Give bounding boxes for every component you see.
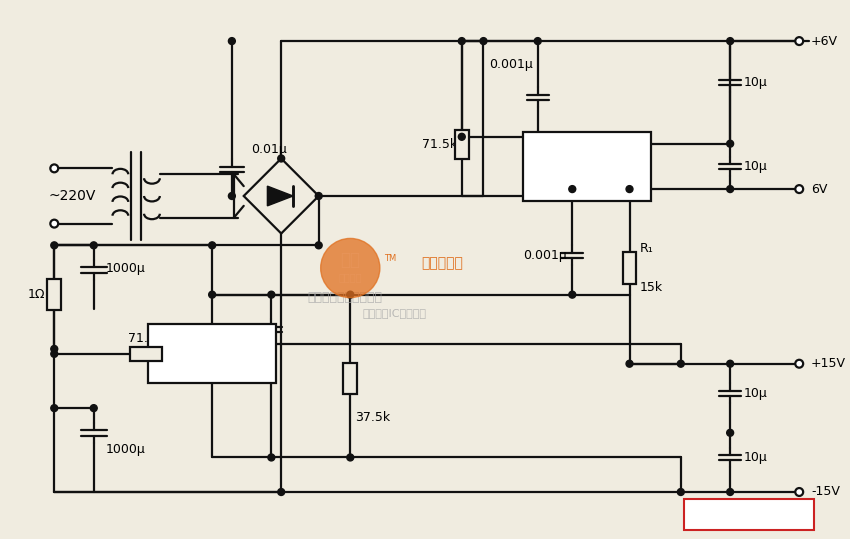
Circle shape [458, 133, 465, 140]
Text: jiexiantu®.com: jiexiantu®.com [706, 517, 781, 528]
Text: 1000μ: 1000μ [105, 443, 145, 456]
Circle shape [51, 345, 58, 353]
Circle shape [229, 192, 235, 199]
Bar [455, 130, 468, 160]
Text: 0.001μ: 0.001μ [524, 248, 567, 262]
Circle shape [480, 38, 487, 45]
Circle shape [209, 291, 216, 298]
Text: 电子市场: 电子市场 [338, 272, 362, 282]
Text: 6V: 6V [811, 183, 827, 196]
Circle shape [320, 238, 380, 298]
Text: 10μ: 10μ [744, 160, 768, 173]
Bar [683, 499, 814, 530]
Circle shape [535, 38, 541, 45]
Circle shape [90, 405, 97, 412]
Text: 71.5k: 71.5k [128, 331, 163, 344]
Text: -15V: -15V [811, 486, 840, 499]
Text: RC4194D: RC4194D [548, 159, 626, 174]
Text: RC4194TK: RC4194TK [168, 347, 256, 361]
Circle shape [796, 37, 803, 45]
Circle shape [278, 488, 285, 495]
Circle shape [50, 164, 58, 172]
Circle shape [796, 185, 803, 193]
Circle shape [268, 454, 275, 461]
Text: +15V: +15V [811, 357, 846, 370]
Circle shape [315, 242, 322, 249]
Text: 1000μ: 1000μ [105, 261, 145, 274]
Text: .com: .com [761, 502, 795, 516]
Circle shape [796, 360, 803, 368]
Circle shape [268, 291, 275, 298]
Circle shape [315, 192, 322, 199]
Circle shape [626, 185, 633, 192]
Circle shape [51, 350, 58, 357]
Circle shape [727, 185, 734, 192]
Text: 接线图: 接线图 [706, 500, 736, 518]
Bar [130, 347, 162, 361]
Text: 全球最大IC采购网站: 全球最大IC采购网站 [363, 308, 427, 319]
Circle shape [347, 454, 354, 461]
Circle shape [50, 220, 58, 227]
Text: 37.5k: 37.5k [355, 411, 390, 425]
Bar [622, 252, 637, 284]
Circle shape [51, 242, 58, 249]
Circle shape [278, 155, 285, 162]
Circle shape [229, 38, 235, 45]
Circle shape [677, 360, 684, 367]
Circle shape [51, 405, 58, 412]
Circle shape [569, 185, 575, 192]
Text: 71.5k: 71.5k [422, 138, 456, 151]
Circle shape [727, 38, 734, 45]
Text: 10μ: 10μ [744, 387, 768, 400]
Text: 0.01μ: 0.01μ [252, 143, 287, 156]
Text: ~220V: ~220V [48, 189, 96, 203]
Circle shape [727, 430, 734, 436]
Circle shape [626, 360, 633, 367]
Text: R₁: R₁ [639, 242, 653, 255]
Text: 10μ: 10μ [744, 451, 768, 464]
Text: 10μ: 10μ [744, 76, 768, 89]
Bar [148, 324, 276, 383]
Text: 15k: 15k [639, 281, 662, 294]
Circle shape [677, 488, 684, 495]
Text: TM: TM [383, 254, 396, 262]
Polygon shape [268, 186, 293, 206]
Circle shape [347, 291, 354, 298]
Circle shape [727, 140, 734, 147]
Bar [523, 132, 651, 201]
Circle shape [90, 242, 97, 249]
Circle shape [727, 360, 734, 367]
Text: 0.001μ: 0.001μ [489, 58, 533, 71]
Circle shape [458, 38, 465, 45]
Circle shape [796, 488, 803, 496]
Circle shape [209, 242, 216, 249]
Text: 0.001μ: 0.001μ [188, 323, 232, 336]
Bar [343, 363, 357, 395]
Bar [48, 279, 61, 310]
Text: 1Ω: 1Ω [28, 288, 45, 301]
Circle shape [569, 291, 575, 298]
Text: 维库: 维库 [340, 251, 360, 269]
Text: 电子市场网: 电子市场网 [421, 256, 463, 270]
Text: 杭州综睿科技有限公司: 杭州综睿科技有限公司 [308, 291, 382, 304]
Circle shape [727, 488, 734, 495]
Text: +6V: +6V [811, 34, 838, 47]
